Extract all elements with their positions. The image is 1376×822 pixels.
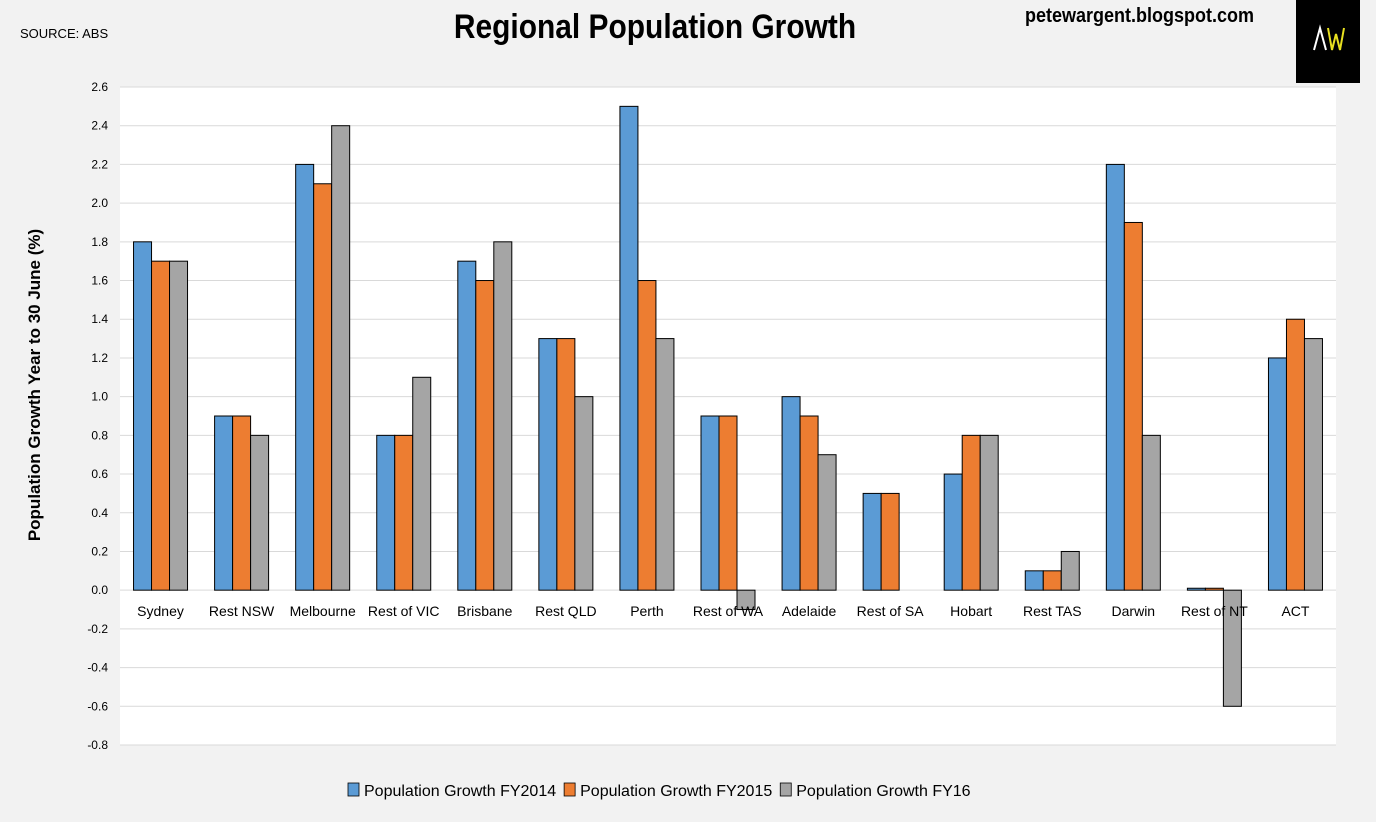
x-tick-label: Melbourne (290, 603, 356, 619)
bar (1303, 338, 1323, 591)
bar (232, 415, 252, 591)
y-tick-label: 2.4 (91, 119, 108, 133)
bar (250, 434, 270, 591)
x-tick-label: ACT (1281, 603, 1309, 619)
bar (412, 376, 432, 591)
x-tick-label: Rest TAS (1023, 603, 1082, 619)
bar (619, 105, 639, 591)
bar (313, 183, 333, 591)
x-tick-label: Perth (630, 603, 663, 619)
bar (880, 492, 900, 591)
bar (799, 415, 819, 591)
x-tick-label: Rest of WA (693, 603, 764, 619)
bar (979, 434, 999, 591)
bar (493, 241, 513, 591)
y-tick-label: 0.2 (91, 544, 108, 558)
y-tick-label: -0.4 (87, 661, 108, 675)
x-tick-label: Adelaide (782, 603, 837, 619)
bar (169, 260, 189, 591)
y-tick-label: 0.8 (91, 428, 108, 442)
x-tick-label: Sydney (137, 603, 184, 619)
bar (331, 125, 351, 591)
legend-swatch (563, 782, 576, 797)
bar (151, 260, 171, 591)
bar (1285, 318, 1305, 591)
y-tick-label: 2.2 (91, 157, 108, 171)
bar (1186, 587, 1206, 591)
aw-logo-icon (1313, 24, 1345, 51)
y-tick-label: 1.2 (91, 351, 108, 365)
bar (1222, 589, 1242, 707)
blog-url: petewargent.blogspot.com (1025, 5, 1255, 27)
x-tick-label: Brisbane (457, 603, 512, 619)
bar (1060, 550, 1080, 591)
bar (1267, 357, 1287, 591)
y-tick-label: 1.4 (91, 312, 108, 326)
bar (556, 338, 576, 591)
bar (1024, 570, 1044, 591)
legend-label: Population Growth FY2014 (364, 783, 556, 800)
y-tick-label: 2.0 (91, 196, 108, 210)
x-tick-label: Rest QLD (535, 603, 596, 619)
y-tick-label: 1.8 (91, 235, 108, 249)
bar (700, 415, 720, 591)
y-tick-label: 1.0 (91, 390, 108, 404)
bar (862, 492, 882, 591)
aw-logo (1296, 0, 1360, 83)
bar (943, 473, 963, 591)
bar (1105, 163, 1125, 591)
x-tick-label: Rest of NT (1181, 603, 1248, 619)
source-note: SOURCE: ABS (20, 26, 109, 41)
bar (475, 280, 495, 591)
chart-title: Regional Population Growth (453, 8, 857, 46)
y-tick-label: 0.0 (91, 583, 108, 597)
bar (574, 396, 594, 591)
y-tick-label: 0.4 (91, 506, 108, 520)
bar (457, 260, 477, 591)
bar (1123, 221, 1143, 591)
bar (1204, 587, 1224, 591)
legend-label: Population Growth FY2015 (580, 783, 772, 800)
legend-swatch (779, 782, 792, 797)
x-tick-label: Rest of SA (857, 603, 925, 619)
bar (538, 338, 558, 591)
bar (961, 434, 981, 591)
bar (736, 589, 756, 611)
y-tick-label: 2.6 (91, 80, 108, 94)
legend-swatch (347, 782, 360, 797)
bar (718, 415, 738, 591)
bar (1141, 434, 1161, 591)
bar (637, 280, 657, 591)
x-tick-label: Darwin (1112, 603, 1156, 619)
y-tick-label: -0.6 (87, 699, 108, 713)
bar (1042, 570, 1062, 591)
y-tick-label: 0.6 (91, 467, 108, 481)
y-tick-label: 1.6 (91, 274, 108, 288)
bar (295, 163, 315, 591)
y-tick-label: -0.8 (87, 738, 108, 752)
y-tick-label: -0.2 (87, 622, 108, 636)
bar (781, 396, 801, 591)
bar (214, 415, 234, 591)
bar (817, 454, 837, 591)
x-tick-label: Rest NSW (209, 603, 275, 619)
bar (376, 434, 396, 591)
legend-label: Population Growth FY16 (796, 783, 970, 800)
bar (655, 338, 675, 591)
bar (394, 434, 414, 591)
bar (133, 241, 153, 591)
x-tick-label: Rest of VIC (368, 603, 440, 619)
x-tick-label: Hobart (950, 603, 992, 619)
